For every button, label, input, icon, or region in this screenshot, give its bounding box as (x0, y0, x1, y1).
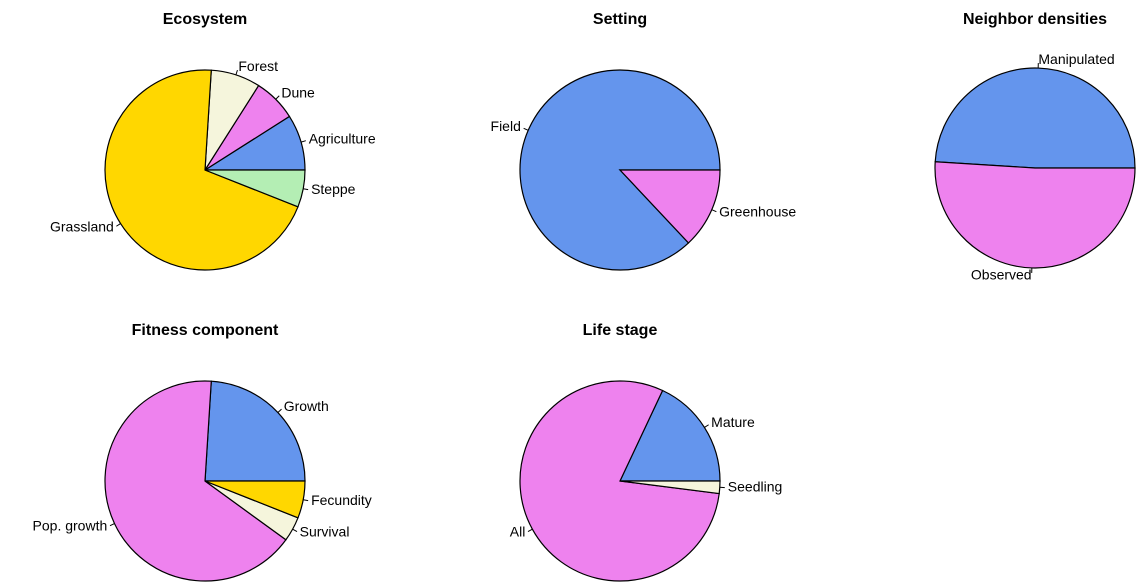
pie-slice (204, 480, 306, 519)
label-tick (235, 69, 238, 76)
slice-label: Survival (300, 524, 350, 540)
slice-label: Dune (281, 84, 315, 100)
pie-slice (934, 67, 1136, 169)
pie-slice (204, 169, 306, 208)
slice-label: Seedling (728, 478, 783, 494)
chart-title: Life stage (583, 322, 658, 339)
slice-label: Grassland (50, 219, 114, 235)
slice-label: Fecundity (311, 492, 372, 508)
label-tick (277, 408, 282, 413)
label-tick (711, 209, 717, 213)
label-tick (116, 223, 121, 227)
pie-slice (619, 480, 721, 495)
label-tick (704, 424, 709, 428)
pie-slice (519, 380, 720, 582)
label-tick (109, 523, 115, 527)
pie-slice (104, 380, 287, 582)
slice-label: Agriculture (309, 131, 376, 147)
pie-slice (934, 161, 1136, 269)
label-tick (303, 188, 309, 191)
label-tick (523, 127, 529, 131)
slice-label: Pop. growth (33, 518, 108, 534)
slice-label: Manipulated (1038, 51, 1114, 67)
slice-label: Greenhouse (719, 204, 796, 220)
slice-label: Forest (238, 58, 278, 74)
slice-label: Observed (971, 267, 1032, 283)
chart-title: Ecosystem (163, 11, 248, 28)
pie-slice (204, 380, 306, 482)
label-tick (527, 528, 533, 533)
slice-label: Field (491, 118, 521, 134)
label-tick (275, 95, 280, 100)
label-tick (300, 140, 306, 143)
slice-label: Mature (711, 414, 755, 430)
slice-label: Growth (284, 398, 329, 414)
slice-label: Steppe (311, 181, 356, 197)
slice-label: All (510, 524, 526, 540)
chart-title: Neighbor densities (963, 11, 1107, 28)
chart-title: Setting (593, 11, 647, 28)
chart-title: Fitness component (132, 322, 279, 339)
pie-slice (104, 69, 299, 271)
label-tick (292, 528, 298, 533)
label-tick (303, 499, 309, 502)
